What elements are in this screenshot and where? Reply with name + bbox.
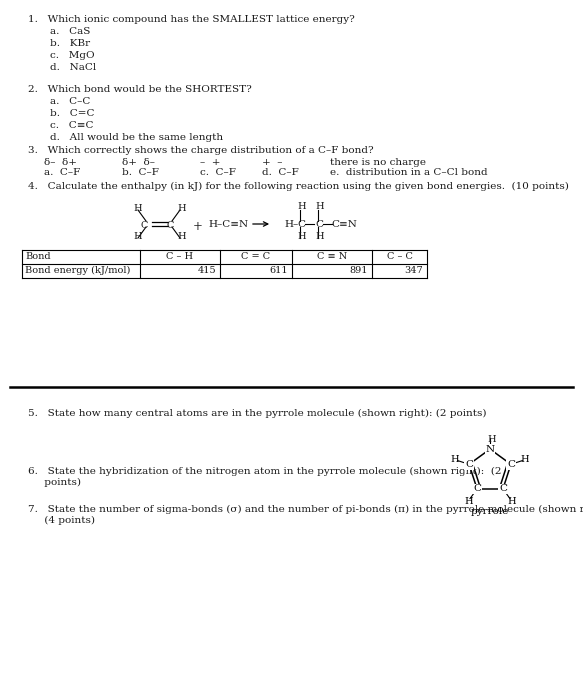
Text: –  +: – + [200,158,220,167]
Text: a.   C–C: a. C–C [50,97,90,106]
Text: +: + [193,220,203,233]
Text: C≡N: C≡N [331,220,357,229]
Text: b.   C=C: b. C=C [50,109,94,118]
Text: C – H: C – H [166,252,194,261]
Text: C: C [141,221,147,230]
Text: 6.   State the hybridization of the nitrogen atom in the pyrrole molecule (shown: 6. State the hybridization of the nitrog… [28,467,501,486]
Text: C: C [166,221,174,230]
Text: 5.   State how many central atoms are in the pyrrole molecule (shown right): (2 : 5. State how many central atoms are in t… [28,409,486,418]
Text: H: H [133,232,142,241]
Text: Bond: Bond [25,252,51,261]
Text: 415: 415 [198,266,216,275]
Text: C – C: C – C [387,252,412,261]
Text: H: H [297,232,305,241]
Text: H: H [451,455,459,464]
Text: Bond energy (kJ/mol): Bond energy (kJ/mol) [25,266,131,275]
Text: H: H [133,204,142,213]
Text: H: H [177,204,185,213]
Text: e.  distribution in a C–Cl bond: e. distribution in a C–Cl bond [330,168,487,177]
Text: 2.   Which bond would be the SHORTEST?: 2. Which bond would be the SHORTEST? [28,85,252,94]
Text: c.  C–F: c. C–F [200,168,236,177]
Text: c.   C≡C: c. C≡C [50,121,93,130]
Text: H–C≡N: H–C≡N [208,220,248,229]
Text: H: H [507,496,516,505]
Text: there is no charge: there is no charge [330,158,426,167]
Text: δ+  δ–: δ+ δ– [122,158,155,167]
Text: C: C [465,460,473,469]
Text: 611: 611 [269,266,288,275]
Text: 891: 891 [349,266,368,275]
Text: 4.   Calculate the enthalpy (in kJ) for the following reaction using the given b: 4. Calculate the enthalpy (in kJ) for th… [28,182,569,191]
Text: pyrrole: pyrrole [471,507,509,516]
Text: +  –: + – [262,158,283,167]
Text: a.   CaS: a. CaS [50,27,90,36]
Text: 7.   State the number of sigma-bonds (σ) and the number of pi-bonds (π) in the p: 7. State the number of sigma-bonds (σ) a… [28,505,583,525]
Text: H: H [315,232,324,241]
Text: C: C [473,484,481,494]
Text: 1.   Which ionic compound has the SMALLEST lattice energy?: 1. Which ionic compound has the SMALLEST… [28,15,354,24]
Text: d.  C–F: d. C–F [262,168,298,177]
Text: a.  C–F: a. C–F [44,168,80,177]
Text: C: C [315,220,323,229]
Text: C = C: C = C [241,252,271,261]
Text: C ≡ N: C ≡ N [317,252,347,261]
Text: 3.   Which correctly shows the charge distribution of a C–F bond?: 3. Which correctly shows the charge dist… [28,146,374,155]
Text: H–: H– [284,220,298,229]
Text: C: C [499,484,507,494]
Text: c.   MgO: c. MgO [50,51,94,60]
Text: H: H [521,455,529,464]
Text: H: H [297,202,305,211]
Text: 347: 347 [404,266,423,275]
Text: H: H [464,496,473,505]
Text: d.   All would be the same length: d. All would be the same length [50,133,223,142]
Text: H: H [487,435,496,444]
Text: C: C [297,220,305,229]
Text: b.   KBr: b. KBr [50,39,90,48]
Text: δ–  δ+: δ– δ+ [44,158,77,167]
Text: b.  C–F: b. C–F [122,168,159,177]
Text: H: H [177,232,185,241]
Text: H: H [315,202,324,211]
Text: N: N [486,444,494,454]
Text: d.   NaCl: d. NaCl [50,63,96,72]
Text: C: C [507,460,515,469]
